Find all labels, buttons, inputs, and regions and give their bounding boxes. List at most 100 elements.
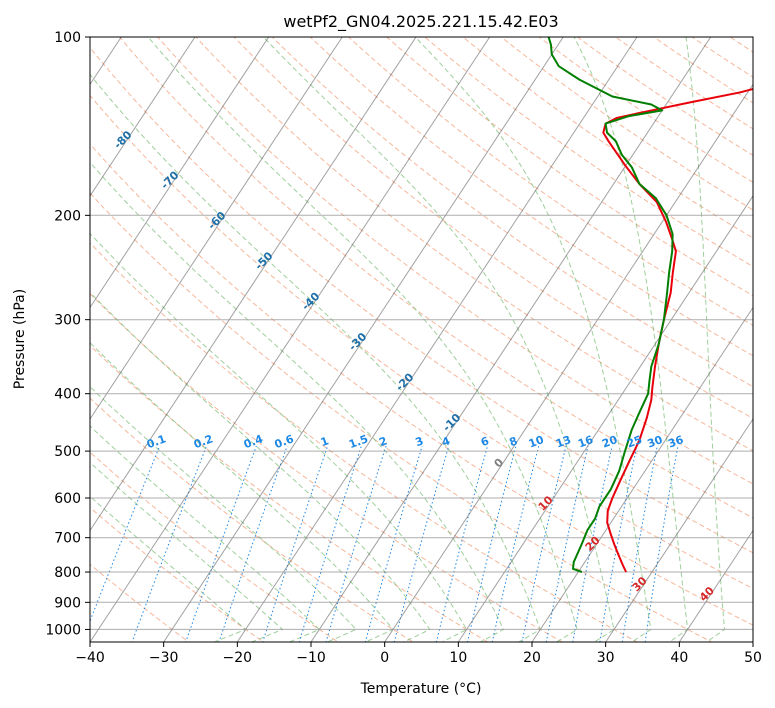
mixing-ratio-line — [393, 445, 450, 642]
mixing-ratio-label: 1 — [319, 434, 331, 449]
isotherm-line — [310, 37, 712, 642]
isotherm-line — [163, 37, 564, 642]
dry-adiabats — [90, 26, 775, 654]
mixing-ratio-label: 30 — [646, 433, 665, 451]
x-tick-label: 50 — [744, 650, 762, 666]
dry-adiabat-line — [347, 37, 753, 326]
mixing-ratio-line — [545, 445, 589, 642]
moist-adiabat-line — [414, 37, 652, 642]
isotherm-line — [531, 306, 753, 642]
isotherm-line — [236, 37, 638, 642]
isotherm-label: 30 — [630, 574, 650, 594]
y-tick-label: 700 — [54, 531, 81, 547]
mixing-ratio-label: 4 — [440, 434, 452, 449]
moist-adiabat-line — [90, 73, 541, 642]
dry-adiabat-line — [90, 563, 190, 642]
isotherm-label: -100 — [15, 44, 44, 73]
isotherm-label: -10 — [440, 411, 463, 434]
dry-adiabat-line — [691, 37, 753, 78]
isotherm-label: -80 — [111, 128, 134, 151]
isotherm-label: -30 — [346, 330, 369, 353]
y-tick-label: 500 — [54, 444, 81, 460]
mixing-ratio-label: 6 — [479, 434, 491, 449]
dry-adiabat-line — [462, 37, 753, 239]
mixing-ratio-line — [185, 445, 257, 642]
isotherm-line — [678, 529, 753, 642]
mixing-ratio-label: 0.1 — [145, 432, 168, 451]
mixing-ratio-line — [218, 445, 288, 642]
dry-adiabat-line — [90, 344, 489, 642]
isotherm-label: -70 — [158, 168, 181, 191]
y-tick-label: 600 — [54, 491, 81, 507]
isobars — [90, 37, 753, 630]
y-tick-label: 300 — [54, 313, 81, 329]
x-axis-label: Temperature (°C) — [360, 681, 482, 697]
dry-adiabat-line — [752, 26, 775, 654]
dry-adiabat-line — [233, 37, 753, 419]
mixing-ratio-labels: 0.1 0.2 0.4 0.6 1 1.5 2 3 4 6 8 10 13 16 20 25 30 36 — [145, 432, 686, 451]
isotherm-label: -60 — [205, 209, 228, 232]
y-tick-label: 1000 — [45, 622, 81, 638]
dry-adiabat-line — [90, 242, 639, 642]
isotherm-label: 0 — [492, 455, 507, 470]
dry-adiabat-line — [90, 292, 564, 642]
isotherm-line — [90, 37, 196, 197]
temperature-profile — [602, 87, 753, 573]
x-tick-label: −10 — [296, 650, 326, 666]
isotherm-line — [605, 418, 753, 642]
x-tick-label: −40 — [75, 650, 105, 666]
mixing-ratio-line — [621, 445, 658, 642]
dry-adiabat-line — [309, 37, 753, 357]
mixing-ratio-label: 3 — [414, 434, 426, 449]
y-tick-label: 200 — [54, 208, 81, 224]
plot-frame — [89, 36, 754, 643]
dry-adiabat-line — [500, 37, 753, 211]
isotherm-label: -50 — [252, 249, 275, 272]
x-tick-label: 40 — [670, 650, 688, 666]
mixing-ratio-label: 16 — [576, 433, 595, 451]
isotherm-line — [90, 37, 491, 642]
isotherm-line — [0, 24, 56, 654]
mixing-ratio-label: 25 — [625, 433, 644, 450]
moist-adiabat-line — [90, 425, 321, 642]
x-axis: −40 −30 −20 −10 0 10 20 30 40 50 — [75, 642, 762, 666]
isotherm-line — [457, 195, 753, 642]
mixing-ratio-label: 13 — [554, 433, 573, 450]
mixing-ratio-label: 10 — [527, 433, 546, 451]
dry-adiabat-line — [538, 37, 753, 183]
moist-adiabat-line — [90, 342, 394, 642]
chart-title: wetPf2_GN04.2025.221.15.42.E03 — [283, 12, 558, 32]
dewpoint-profile — [547, 37, 674, 573]
dry-adiabat-line — [90, 143, 753, 626]
isotherm-line — [384, 83, 753, 642]
y-tick-label: 900 — [54, 595, 81, 611]
dry-adiabat-line — [90, 451, 340, 642]
isotherm-line — [752, 641, 753, 642]
dry-adiabat-line — [614, 37, 753, 130]
sounding-profiles — [547, 37, 753, 573]
x-tick-label: 0 — [380, 650, 389, 666]
dry-adiabat-line — [271, 37, 753, 388]
mixing-ratio-line — [325, 445, 387, 642]
mixing-ratio-label: 0.2 — [192, 432, 215, 451]
dry-adiabat-line — [90, 46, 753, 554]
mixing-ratio-line — [262, 445, 329, 642]
mixing-ratio-label: 0.4 — [242, 432, 265, 451]
moist-adiabat-line — [573, 37, 689, 642]
mixing-ratio-label: 0.6 — [273, 432, 296, 451]
isotherm-line — [90, 37, 417, 532]
y-tick-label: 400 — [54, 387, 81, 403]
y-axis-label: Pressure (hPa) — [12, 289, 28, 389]
mixing-ratio-label: 1.5 — [347, 432, 370, 451]
mixing-ratio-line — [521, 445, 567, 642]
moist-adiabat-line — [90, 386, 357, 642]
isotherm-line — [90, 37, 343, 420]
mixing-ratio-line — [644, 445, 679, 642]
mixing-ratio-label: 2 — [377, 434, 389, 449]
dry-adiabat-line — [157, 37, 753, 485]
y-tick-label: 800 — [54, 565, 81, 581]
mixing-ratio-lines — [90, 445, 679, 642]
moist-adiabat-line — [90, 461, 284, 642]
